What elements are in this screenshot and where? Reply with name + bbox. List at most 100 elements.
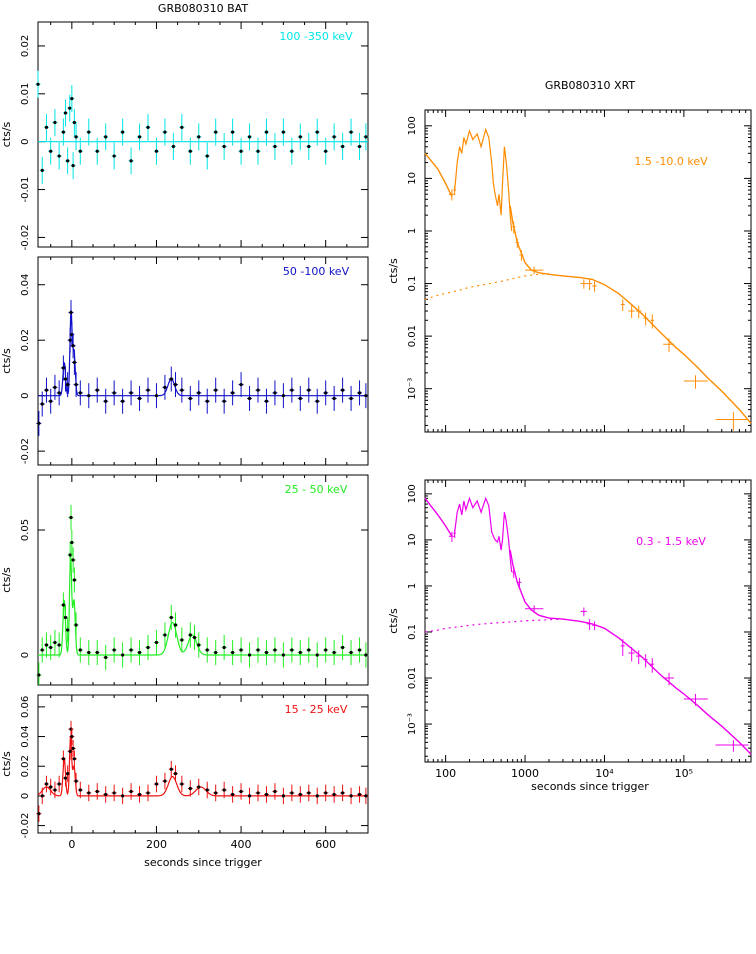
data-point [49,645,53,650]
data-point [180,125,184,129]
x-tick-label: 400 [231,838,252,851]
data-point [315,653,319,657]
data-point [222,645,226,650]
data-point [74,623,78,627]
data-point [205,154,209,158]
data-point [173,382,178,387]
data-point [63,615,68,620]
y-tick-label: 0.1 [407,276,418,292]
data-point [49,149,53,153]
x-tick-label: 10⁴ [595,767,614,780]
data-point [95,388,99,392]
data-point [173,772,178,776]
model-curve [38,309,368,397]
data-point [163,130,167,134]
y-tick-label: 0 [20,652,31,658]
x-tick-label: 10⁵ [675,767,693,780]
data-point [70,734,74,739]
model-curve [38,553,368,656]
data-point [290,388,294,392]
bat-x-axis-label: seconds since trigger [144,856,262,869]
xrt-panel-soft: 10⁻³ 0.01 0.1 1 10 100 100 1000 10⁴ 10⁵ cts/s 0.3 -… [387,479,752,780]
data-point [66,628,70,632]
data-point [40,794,44,798]
data-point [61,366,65,370]
data-point [239,382,243,387]
data-point [256,648,260,652]
x-tick-label: 0 [68,838,75,851]
data-point [332,396,336,401]
data-point [239,149,243,153]
data-point [197,643,201,647]
data-point [63,377,68,381]
data-point [71,558,75,562]
data-point [44,388,49,392]
data-point [78,391,82,395]
data-point [154,149,159,153]
data-point [205,648,209,652]
data-point [69,515,73,520]
data-point [104,655,108,660]
data-point [53,120,57,125]
data-point [171,144,175,149]
x-tick-label: 200 [146,838,167,851]
data-point [63,111,68,115]
data-point [307,388,311,392]
y-tick-label: 0 [20,793,31,799]
data-point [239,789,243,794]
y-tick-label: 0.04 [20,274,31,296]
data-point [298,792,302,797]
data-point [61,603,65,607]
data-point [57,391,61,395]
y-tick-label: 0.04 [20,725,31,747]
data-point [349,650,353,655]
y-tick-label: 0 [20,138,31,144]
data-point [68,749,72,753]
data-point [61,130,65,134]
data-point [298,396,302,401]
data-point [146,125,150,129]
data-point [40,648,44,652]
plot-frame [37,474,369,686]
data-point [281,130,285,134]
data-point [112,391,116,395]
data-point [332,135,336,139]
band-label: 1.5 -10.0 keV [634,155,708,168]
data-point [40,168,44,173]
data-point [214,650,218,655]
data-point [307,648,311,652]
data-point [49,785,53,789]
data-point [121,130,125,134]
data-point [44,125,49,129]
data-point [129,159,133,163]
data-point [349,794,353,798]
data-point [66,382,70,387]
data-point [72,578,76,582]
data-point [247,794,252,798]
data-point [44,643,49,647]
data-point [169,377,173,381]
data-point [154,640,159,645]
xrt-title: GRB080310 XRT [545,79,636,92]
data-point [188,396,192,401]
x-tick-label: 600 [315,838,336,851]
data-point [66,159,70,163]
y-tick-label: 1 [407,583,418,589]
data-point [53,640,57,645]
x-tick-label: 1000 [511,767,539,780]
data-point [324,149,328,153]
y-axis-label: cts/s [0,751,13,777]
data-point [214,791,218,795]
data-point [192,635,197,640]
data-point [247,135,252,139]
data-point [341,791,345,795]
data-point [357,391,362,395]
data-point [57,782,61,786]
y-tick-label: 10⁻³ [407,713,418,735]
data-point [332,792,336,797]
data-point [180,388,184,392]
band-label: 25 - 50 keV [285,483,348,496]
data-point [78,648,82,652]
y-axis-label: cts/s [387,608,400,634]
